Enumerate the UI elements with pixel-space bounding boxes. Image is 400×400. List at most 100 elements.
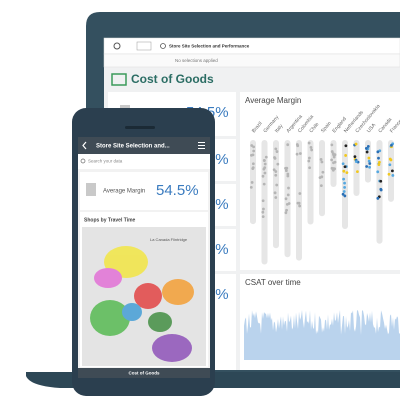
dot: [330, 158, 334, 162]
dot: [390, 169, 394, 173]
dot: [377, 156, 380, 160]
dot: [262, 159, 266, 163]
dot: [263, 162, 267, 166]
dot: [274, 173, 278, 177]
dot: [388, 157, 392, 161]
dot: [262, 167, 266, 171]
dot: [286, 193, 290, 197]
dot: [262, 207, 265, 211]
icon: [160, 43, 166, 49]
search-bar[interactable]: [78, 154, 210, 169]
footer-text: Cost of Goods: [129, 371, 160, 376]
dot: [368, 165, 371, 169]
dot: [342, 190, 346, 193]
dot: [319, 158, 323, 161]
dot: [298, 152, 302, 155]
dot: [286, 174, 290, 178]
dot: [368, 162, 372, 165]
dot: [343, 194, 347, 198]
dot: [261, 199, 265, 203]
dot: [285, 208, 288, 212]
phone: Store Site Selection and... Search your …: [72, 108, 215, 396]
dot: [343, 185, 346, 189]
phone-footer: [78, 368, 210, 378]
dot: [356, 170, 359, 174]
dot: [342, 177, 346, 181]
dot: [365, 165, 369, 168]
kpi-value: 54.5%: [156, 182, 199, 199]
dot: [353, 155, 357, 159]
dot: [320, 160, 324, 164]
zone: [90, 300, 130, 336]
search-icon: [80, 158, 86, 164]
csat-area: [244, 310, 400, 360]
zone: [94, 268, 122, 288]
map-title: Shops by Travel Time: [84, 217, 136, 223]
range-bar: [353, 140, 360, 197]
dot: [364, 146, 368, 150]
dot: [307, 141, 311, 145]
dot: [295, 143, 299, 146]
zone: [122, 303, 142, 321]
dot: [261, 174, 265, 178]
dot: [341, 162, 345, 166]
dot: [284, 197, 288, 201]
dot: [263, 171, 267, 175]
dot: [284, 169, 288, 173]
menu-icon[interactable]: [198, 142, 205, 149]
dot: [251, 166, 255, 169]
dot: [378, 160, 381, 164]
dot: [285, 202, 289, 206]
back-icon[interactable]: [82, 141, 87, 150]
dot: [365, 150, 369, 154]
dot: [376, 170, 380, 174]
dot: [354, 142, 358, 146]
dot: [287, 186, 290, 190]
dot: [273, 191, 277, 195]
toolbar: [103, 37, 400, 55]
dot: [274, 196, 278, 199]
category-label: France: [389, 118, 400, 134]
dot: [251, 153, 255, 157]
sheet-icon: [111, 73, 127, 86]
dot: [276, 162, 280, 166]
search-text: Search your data: [88, 159, 123, 164]
dot: [366, 144, 370, 148]
dot: [262, 182, 266, 186]
dot: [250, 144, 254, 147]
kpi-icon: [86, 183, 96, 196]
dot: [343, 181, 346, 185]
dot: [307, 159, 311, 163]
dot: [261, 210, 265, 214]
dot: [343, 165, 347, 169]
dot: [332, 155, 336, 159]
dot: [308, 166, 312, 170]
dot: [379, 188, 383, 192]
dot: [286, 143, 290, 147]
dot: [388, 163, 392, 167]
dot: [308, 156, 311, 160]
map-place: La Canada Flintridge: [150, 237, 188, 242]
dot: [341, 192, 345, 196]
dot: [309, 145, 313, 149]
dot: [284, 211, 288, 215]
range-bar: [296, 140, 302, 261]
dot: [261, 215, 265, 219]
dot: [320, 175, 324, 179]
dot: [367, 156, 371, 160]
dot: [273, 156, 277, 160]
icon: [136, 41, 152, 51]
dot: [275, 183, 279, 187]
kpi-card: [80, 172, 208, 210]
category-label: Italy: [274, 123, 285, 134]
dot: [274, 147, 278, 151]
range-bar: [261, 140, 268, 265]
dot: [376, 150, 380, 154]
app-title: Store Site Selection and Performance: [169, 44, 250, 49]
dot: [377, 163, 381, 167]
zone: [134, 283, 162, 309]
dot: [367, 159, 371, 163]
dot: [295, 152, 299, 156]
dot: [284, 166, 287, 170]
